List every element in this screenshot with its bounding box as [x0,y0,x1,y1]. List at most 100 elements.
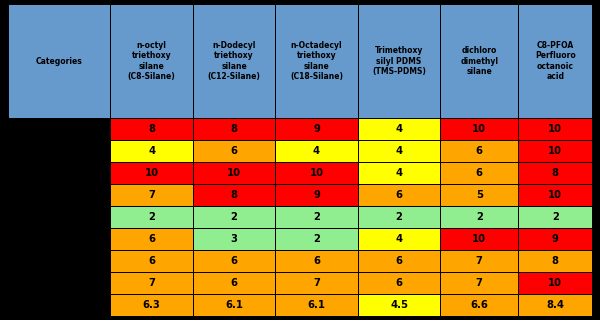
FancyBboxPatch shape [440,272,518,294]
Text: Trimethoxy
silyl PDMS
(TMS-PDMS): Trimethoxy silyl PDMS (TMS-PDMS) [372,46,426,76]
Text: 6: 6 [395,190,403,200]
FancyBboxPatch shape [193,140,275,162]
Text: 8: 8 [551,168,559,178]
Text: 4.5: 4.5 [390,300,408,310]
FancyBboxPatch shape [358,294,440,316]
Text: 7: 7 [313,278,320,288]
Text: 10: 10 [548,124,562,134]
FancyBboxPatch shape [275,184,358,206]
FancyBboxPatch shape [8,140,110,162]
Text: 6: 6 [476,168,483,178]
Text: 6: 6 [148,256,155,266]
FancyBboxPatch shape [193,272,275,294]
Text: 8: 8 [230,124,238,134]
FancyBboxPatch shape [518,294,592,316]
Text: 5: 5 [476,190,483,200]
FancyBboxPatch shape [358,228,440,250]
FancyBboxPatch shape [440,228,518,250]
FancyBboxPatch shape [440,294,518,316]
Text: 2: 2 [476,212,482,222]
Text: 6.6: 6.6 [470,300,488,310]
FancyBboxPatch shape [110,228,193,250]
FancyBboxPatch shape [275,140,358,162]
FancyBboxPatch shape [358,162,440,184]
Text: 10: 10 [227,168,241,178]
Text: 4: 4 [395,168,403,178]
FancyBboxPatch shape [193,294,275,316]
FancyBboxPatch shape [440,140,518,162]
FancyBboxPatch shape [193,118,275,140]
Text: 10: 10 [310,168,323,178]
FancyBboxPatch shape [358,272,440,294]
Text: 8.4: 8.4 [546,300,564,310]
FancyBboxPatch shape [358,118,440,140]
Text: 6.1: 6.1 [225,300,243,310]
Text: 6: 6 [230,256,238,266]
FancyBboxPatch shape [275,228,358,250]
Text: 7: 7 [476,256,482,266]
Text: 6: 6 [313,256,320,266]
Text: 2: 2 [230,212,238,222]
Text: 4: 4 [395,124,403,134]
Text: 4: 4 [313,146,320,156]
FancyBboxPatch shape [8,206,110,228]
FancyBboxPatch shape [110,118,193,140]
FancyBboxPatch shape [275,294,358,316]
Text: n-Octadecyl
triethoxy
silane
(C18-Silane): n-Octadecyl triethoxy silane (C18-Silane… [290,41,343,81]
FancyBboxPatch shape [358,250,440,272]
Text: 7: 7 [476,278,482,288]
FancyBboxPatch shape [440,206,518,228]
FancyBboxPatch shape [518,140,592,162]
FancyBboxPatch shape [110,140,193,162]
Text: 10: 10 [472,234,486,244]
FancyBboxPatch shape [518,228,592,250]
Text: 2: 2 [148,212,155,222]
FancyBboxPatch shape [275,272,358,294]
Text: 6: 6 [148,234,155,244]
FancyBboxPatch shape [275,206,358,228]
Text: Categories: Categories [36,57,82,66]
FancyBboxPatch shape [518,272,592,294]
FancyBboxPatch shape [518,118,592,140]
FancyBboxPatch shape [8,162,110,184]
FancyBboxPatch shape [275,162,358,184]
Text: 6: 6 [476,146,483,156]
Text: 6.3: 6.3 [143,300,161,310]
Text: 10: 10 [145,168,158,178]
Text: 9: 9 [313,124,320,134]
Text: 9: 9 [552,234,559,244]
FancyBboxPatch shape [440,162,518,184]
FancyBboxPatch shape [8,118,110,140]
FancyBboxPatch shape [110,294,193,316]
FancyBboxPatch shape [518,206,592,228]
Text: 4: 4 [395,146,403,156]
Text: 8: 8 [148,124,155,134]
Text: 3: 3 [230,234,238,244]
Text: 2: 2 [313,212,320,222]
FancyBboxPatch shape [193,228,275,250]
Text: 8: 8 [230,190,238,200]
Text: 2: 2 [395,212,403,222]
FancyBboxPatch shape [358,184,440,206]
FancyBboxPatch shape [193,206,275,228]
Text: 7: 7 [148,278,155,288]
FancyBboxPatch shape [8,294,110,316]
FancyBboxPatch shape [110,250,193,272]
Text: 10: 10 [472,124,486,134]
FancyBboxPatch shape [110,162,193,184]
FancyBboxPatch shape [440,118,518,140]
FancyBboxPatch shape [110,206,193,228]
Text: 2: 2 [313,234,320,244]
FancyBboxPatch shape [193,4,275,118]
FancyBboxPatch shape [440,184,518,206]
FancyBboxPatch shape [8,4,110,118]
Text: 10: 10 [548,278,562,288]
FancyBboxPatch shape [358,140,440,162]
Text: 4: 4 [395,234,403,244]
Text: 2: 2 [552,212,559,222]
FancyBboxPatch shape [193,162,275,184]
FancyBboxPatch shape [110,4,193,118]
FancyBboxPatch shape [110,184,193,206]
FancyBboxPatch shape [8,184,110,206]
Text: n-octyl
triethoxy
silane
(C8-Silane): n-octyl triethoxy silane (C8-Silane) [128,41,176,81]
